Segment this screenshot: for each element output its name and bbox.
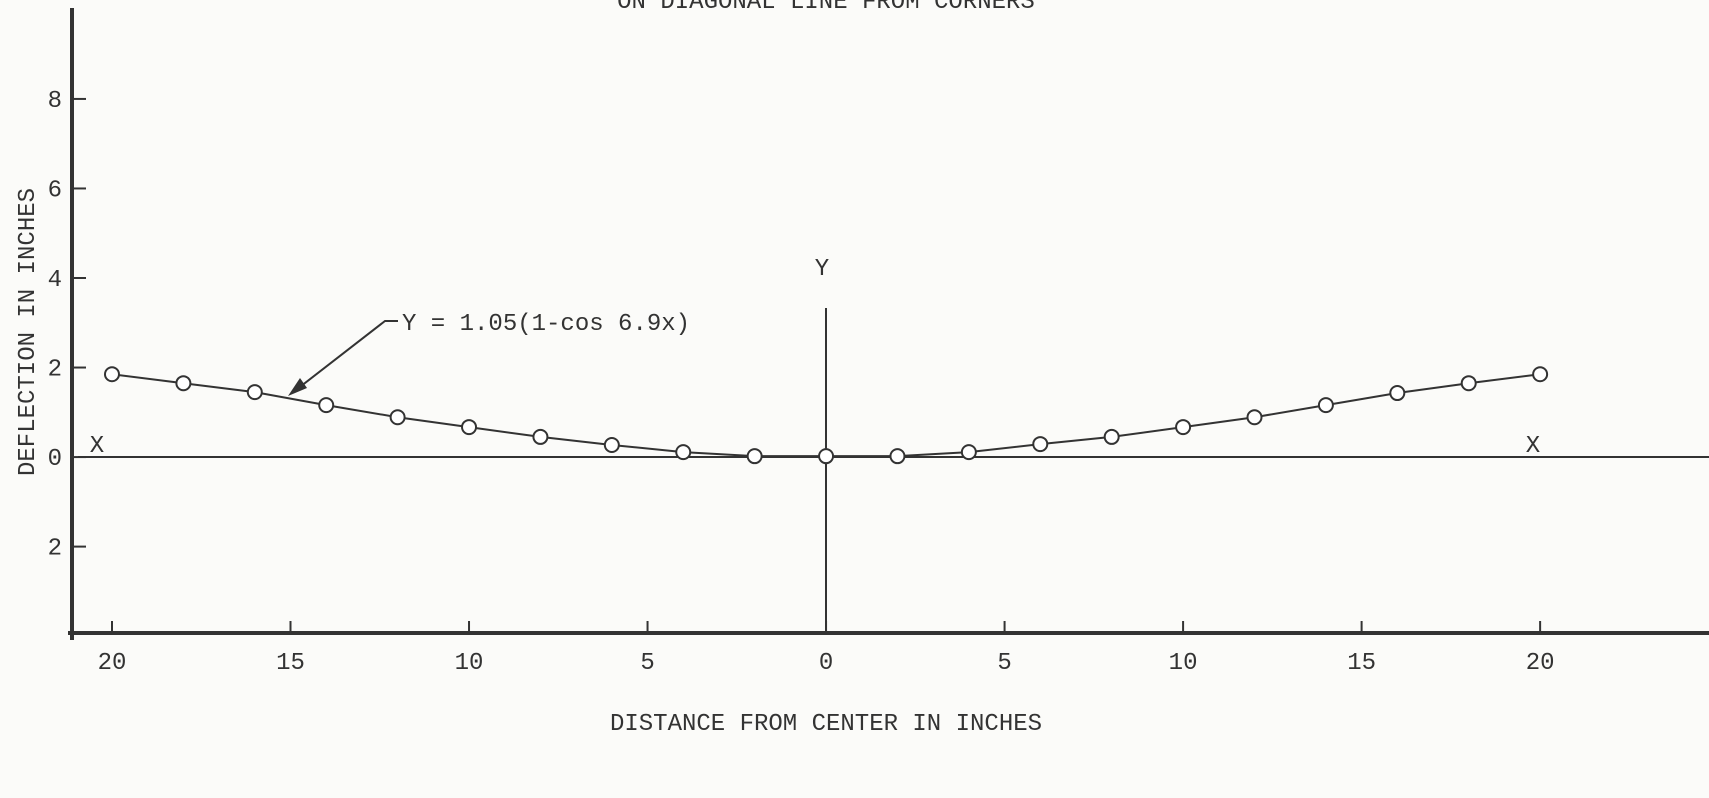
y-tick-label: 6 — [48, 177, 62, 204]
formula-annotation: Y = 1.05(1-cos 6.9x) — [402, 311, 690, 338]
y-tick-label: 0 — [48, 446, 62, 473]
x-axis-marker: X — [90, 433, 104, 460]
data-point — [1246, 409, 1263, 426]
data-point — [318, 397, 335, 414]
y-tick-label: 2 — [48, 357, 62, 384]
y-tick-label: 8 — [48, 88, 62, 115]
x-tick-label: 15 — [276, 650, 305, 677]
data-point — [461, 419, 478, 436]
data-point — [746, 448, 763, 465]
data-point — [532, 428, 549, 445]
x-tick-label: 20 — [1526, 650, 1555, 677]
x-tick-label: 5 — [997, 650, 1011, 677]
data-point — [1389, 385, 1406, 402]
x-axis-marker: X — [1526, 433, 1540, 460]
data-point — [1460, 375, 1477, 392]
data-point — [175, 375, 192, 392]
y-tick-label: 2 — [48, 536, 62, 563]
data-point — [889, 448, 906, 465]
x-tick-label: 0 — [819, 650, 833, 677]
chart-title: ON DIAGONAL LINE FROM CORNERS — [617, 0, 1035, 16]
data-point — [103, 366, 120, 383]
x-tick-label: 5 — [640, 650, 654, 677]
x-tick-label: 20 — [98, 650, 127, 677]
data-point — [818, 448, 835, 465]
data-point — [246, 384, 263, 401]
data-point — [603, 436, 620, 453]
data-point — [389, 409, 406, 426]
x-tick-label: 10 — [1169, 650, 1198, 677]
data-point — [1532, 366, 1549, 383]
y-tick-label: 4 — [48, 267, 62, 294]
data-point — [1032, 436, 1049, 453]
data-point — [675, 444, 692, 461]
x-tick-label: 15 — [1347, 650, 1376, 677]
annotation-arrow — [295, 320, 398, 391]
y-axis-marker: Y — [815, 256, 829, 283]
data-point — [960, 444, 977, 461]
y-axis-label: DEFLECTION IN INCHES — [15, 188, 42, 476]
x-tick-label: 10 — [455, 650, 484, 677]
data-point — [1317, 397, 1334, 414]
data-point — [1103, 428, 1120, 445]
data-point — [1175, 419, 1192, 436]
x-axis-label: DISTANCE FROM CENTER IN INCHES — [610, 711, 1042, 738]
annotation-arrowhead — [288, 378, 307, 396]
